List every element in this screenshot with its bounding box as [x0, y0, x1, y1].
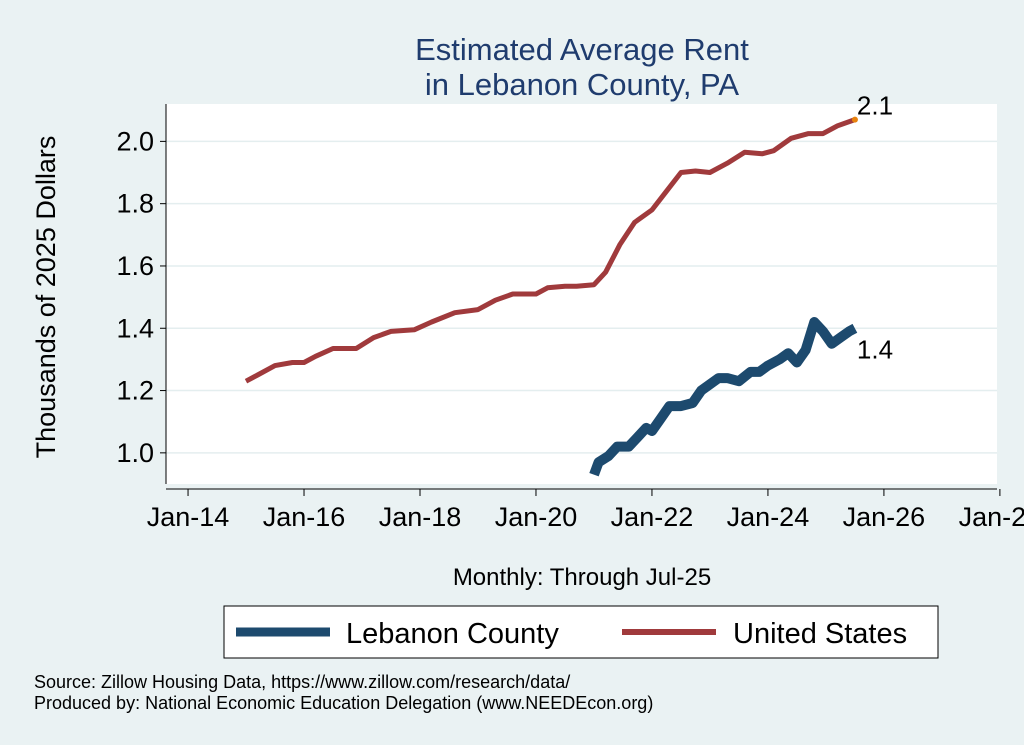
x-tick-label: Jan-22	[611, 502, 694, 532]
x-tick-label: Jan-26	[843, 502, 926, 532]
y-tick-label: 1.2	[116, 376, 154, 406]
producer-line: Produced by: National Economic Education…	[34, 693, 654, 713]
x-axis-label: Monthly: Through Jul-25	[453, 564, 711, 591]
x-tick-label: Jan-28	[959, 502, 1024, 532]
plot-area	[166, 104, 997, 484]
x-ticks: Jan-14 Jan-16 Jan-18 Jan-20 Jan-22 Jan-24 Jan-…	[147, 489, 1024, 532]
series-group: 1.4 2.1	[244, 91, 893, 477]
x-tick-label: Jan-16	[263, 502, 346, 532]
x-tick-label: Jan-18	[379, 502, 462, 532]
gridlines	[166, 140, 997, 454]
legend-label-lebanon: Lebanon County	[346, 618, 559, 650]
source-note: Source: Zillow Housing Data, https://www…	[34, 672, 653, 714]
y-tick-label: 1.4	[116, 313, 154, 343]
y-axis-label: Thousands of 2025 Dollars	[31, 136, 61, 459]
y-tick-label: 1.0	[116, 438, 154, 468]
x-tick-label: Jan-14	[147, 502, 230, 532]
series-line-lebanon	[589, 317, 858, 477]
chart-title: Estimated Average Rent in Lebanon County…	[415, 32, 749, 102]
end-point-marker	[851, 116, 858, 123]
title-line-1: Estimated Average Rent	[415, 32, 749, 67]
end-value-label-lebanon: 1.4	[857, 334, 893, 364]
y-tick-label: 1.6	[116, 251, 154, 281]
series-line-united-states	[244, 117, 856, 384]
end-value-label-united-states: 2.1	[857, 91, 893, 121]
y-tick-label: 2.0	[116, 126, 154, 156]
x-tick-label: Jan-20	[495, 502, 578, 532]
legend: Lebanon County United States	[223, 605, 939, 659]
y-tick-label: 1.8	[116, 189, 154, 219]
title-line-2: in Lebanon County, PA	[425, 67, 740, 102]
legend-label-united-states: United States	[733, 618, 907, 650]
legend-box	[223, 605, 939, 659]
y-ticks: 1.0 1.2 1.4 1.6 1.8 2.0	[116, 126, 166, 468]
source-line: Source: Zillow Housing Data, https://www…	[34, 672, 571, 692]
x-tick-label: Jan-24	[727, 502, 810, 532]
